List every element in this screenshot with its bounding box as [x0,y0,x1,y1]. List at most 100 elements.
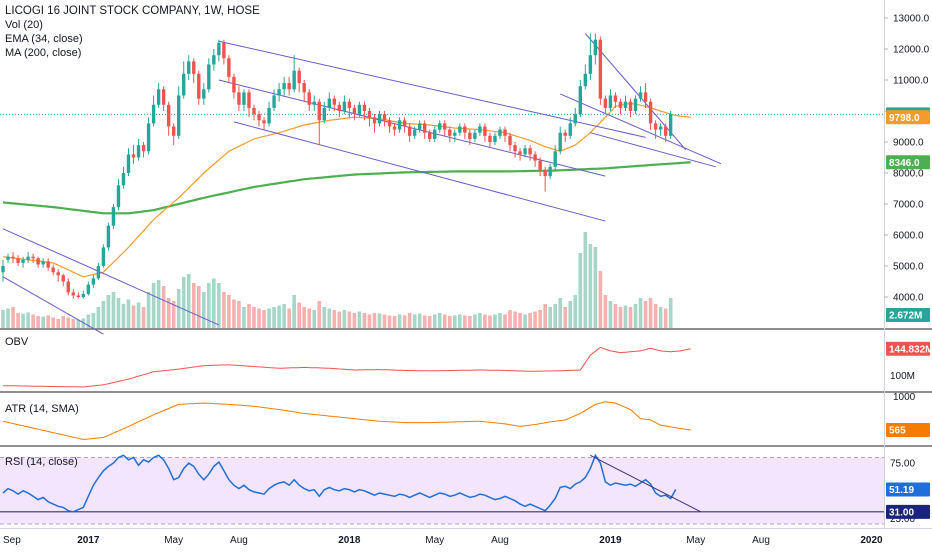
candle-body [658,126,663,130]
candle-body [668,114,673,136]
candle-body [613,95,618,102]
candle-body [317,101,321,121]
candle-body [66,281,70,293]
volume-bar [141,307,146,328]
volume-bar [347,311,352,328]
legend-volume[interactable]: Vol (20) [5,19,43,31]
candle-body [16,258,20,263]
volume-bar [608,301,613,328]
volume-bar [297,302,301,328]
volume-bar [432,314,437,328]
time-axis-label: 2020 [860,535,883,546]
volume-bar [56,319,61,328]
candle-body [111,207,116,226]
candle-body [217,42,221,56]
candle-body [598,39,603,99]
volume-bar [191,283,196,328]
volume-bar [282,304,286,328]
price-tick-label: 5000.0 [893,262,924,273]
volume-bar [483,314,487,328]
candle-body [573,114,577,124]
volume-bar [121,304,126,328]
volume-bar [407,313,412,328]
volume-bar [372,313,377,328]
volume-bar [91,313,96,328]
candle-body [277,89,281,96]
candle-body [578,86,582,115]
candle-body [543,169,547,177]
candle-body [568,123,572,136]
price-tick-label: 7000.0 [893,200,924,211]
rsi-pane-label[interactable]: RSI (14, close) [5,456,78,468]
candle-body [453,132,457,136]
candle-body [257,114,261,121]
candle-body [166,104,171,127]
candle-body [6,256,10,260]
time-axis-label: Aug [491,535,509,546]
channel-line [218,79,606,177]
candle-body [272,95,276,108]
candle-body [287,83,291,90]
volume-bar [327,308,332,328]
candle-body [86,284,91,294]
candle-body [136,145,141,158]
candle-body [422,123,427,133]
candle-body [508,135,512,146]
volume-bar [272,307,276,328]
volume-bar [463,315,467,328]
candle-body [407,126,412,136]
candle-body [433,129,437,139]
volume-bar [151,283,156,328]
volume-bar [317,301,322,328]
price-tag-1-bg [886,110,930,125]
volume-bar [578,253,583,328]
volume-bar [212,278,216,328]
price-tick-label: 6000.0 [893,231,924,242]
volume-bar [488,315,492,328]
legend-ema[interactable]: EMA (34, close) [5,33,83,45]
volume-bar [307,308,312,328]
time-axis-label: Aug [752,535,770,546]
obv-pane-label[interactable]: OBV [5,336,29,348]
candle-body [247,92,251,108]
candle-body [478,126,482,133]
price-tag-2-bg [886,155,930,170]
legend-ma[interactable]: MA (200, close) [5,47,82,59]
rsi-tag-label: 51.19 [889,485,914,496]
candle-body [182,73,186,96]
price-tick-label: 8000.0 [893,169,924,180]
candle-body [227,58,231,77]
volume-bar [176,289,181,328]
time-axis-label: May [164,535,183,546]
atr-pane-label[interactable]: ATR (14, SMA) [5,403,79,415]
price-tag-2: 8346.0 [886,155,930,170]
volume-bar [558,298,563,328]
volume-bar [61,316,66,328]
volume-bar [41,316,45,328]
candle-body [232,76,236,93]
candle-body [222,42,226,59]
time-axis-label: May [425,535,444,546]
volume-bar [583,232,588,328]
volume-bar [367,314,372,328]
candle-body [428,132,432,139]
candle-body [262,120,266,124]
time-axis-label: May [686,535,705,546]
volume-bar [131,305,136,328]
candle-body [11,256,15,259]
candle-body [202,89,206,99]
candle-body [382,114,387,121]
candle-body [528,148,532,155]
candle-body [448,129,452,136]
volume-bar [136,302,141,328]
volume-bar [473,314,477,328]
volume-bar [362,313,367,328]
candle-body [608,95,613,108]
volume-bar [493,314,497,328]
volume-bar [613,304,618,328]
candle-body [292,70,296,90]
volume-bar [232,299,236,328]
volume-bar [11,307,15,328]
